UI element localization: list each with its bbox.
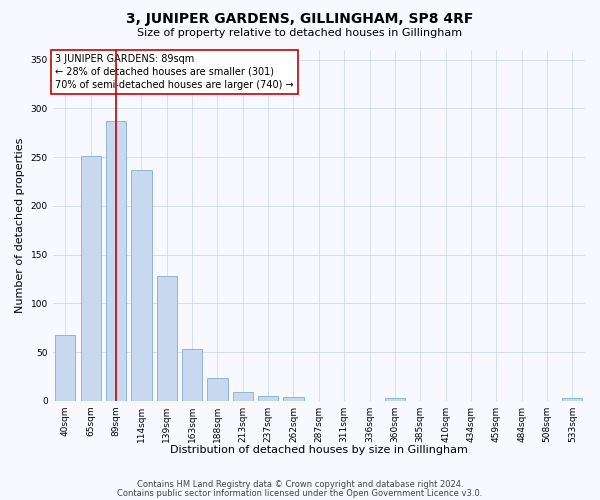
Bar [283, 397, 304, 401]
Text: Contains public sector information licensed under the Open Government Licence v3: Contains public sector information licen… [118, 488, 482, 498]
Bar [233, 392, 253, 401]
Bar [385, 398, 405, 401]
Bar [157, 276, 177, 401]
X-axis label: Distribution of detached houses by size in Gillingham: Distribution of detached houses by size … [170, 445, 468, 455]
Text: 3, JUNIPER GARDENS, GILLINGHAM, SP8 4RF: 3, JUNIPER GARDENS, GILLINGHAM, SP8 4RF [127, 12, 473, 26]
Y-axis label: Number of detached properties: Number of detached properties [15, 138, 25, 313]
Bar [106, 121, 126, 401]
Text: Size of property relative to detached houses in Gillingham: Size of property relative to detached ho… [137, 28, 463, 38]
Bar [55, 334, 76, 401]
Text: Contains HM Land Registry data © Crown copyright and database right 2024.: Contains HM Land Registry data © Crown c… [137, 480, 463, 489]
Bar [80, 156, 101, 401]
Text: 3 JUNIPER GARDENS: 89sqm
← 28% of detached houses are smaller (301)
70% of semi-: 3 JUNIPER GARDENS: 89sqm ← 28% of detach… [55, 54, 294, 90]
Bar [258, 396, 278, 401]
Bar [562, 398, 583, 401]
Bar [182, 350, 202, 401]
Bar [207, 378, 227, 401]
Bar [131, 170, 152, 401]
